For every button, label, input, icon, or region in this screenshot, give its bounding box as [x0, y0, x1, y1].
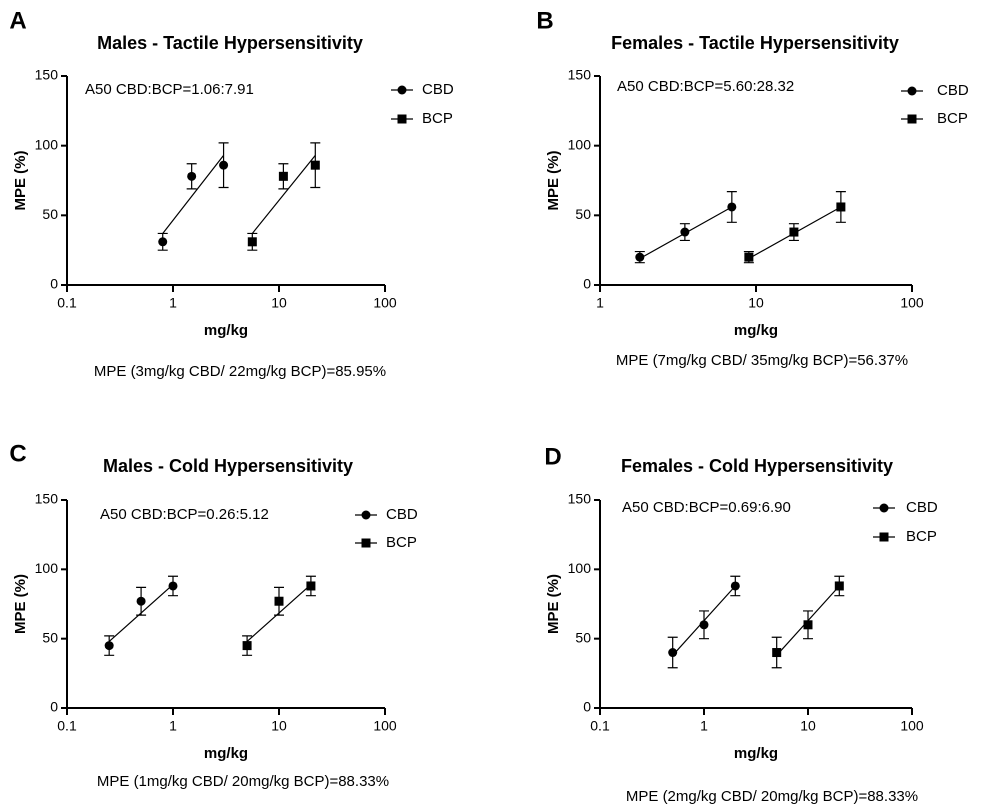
y-tick-label: 150	[568, 491, 592, 507]
point	[158, 237, 168, 247]
x-axis-label: mg/kg	[734, 745, 778, 762]
x-tick-label: 10	[271, 718, 287, 734]
point	[772, 648, 782, 658]
x-tick-label: 10	[800, 718, 816, 734]
chart-title: Females - Cold Hypersensitivity	[621, 456, 893, 476]
x-tick-label: 100	[900, 718, 924, 734]
legend-marker	[879, 532, 889, 542]
legend-marker	[879, 503, 889, 513]
point	[836, 202, 846, 212]
x-axis-label: mg/kg	[204, 745, 248, 762]
point	[834, 581, 844, 591]
point	[187, 171, 197, 181]
y-tick-label: 50	[575, 206, 591, 222]
legend-label: CBD	[386, 506, 418, 523]
y-tick-label: 150	[35, 491, 59, 507]
x-axis-label: mg/kg	[734, 322, 778, 339]
y-tick-label: 100	[568, 136, 592, 152]
x-tick-label: 1	[596, 295, 604, 311]
panel-letter: D	[544, 443, 561, 470]
fit-line	[162, 155, 225, 234]
point	[730, 581, 740, 591]
x-tick-label: 100	[373, 295, 397, 311]
legend-marker	[397, 85, 407, 95]
point	[136, 596, 146, 606]
y-tick-label: 0	[50, 276, 58, 292]
point	[699, 620, 709, 630]
x-tick-label: 1	[169, 718, 177, 734]
point	[635, 252, 645, 262]
note: MPE (3mg/kg CBD/ 22mg/kg BCP)=85.95%	[94, 363, 386, 380]
y-tick-label: 50	[42, 206, 58, 222]
panel-letter: B	[536, 7, 553, 34]
note: MPE (1mg/kg CBD/ 20mg/kg BCP)=88.33%	[97, 773, 389, 790]
legend-marker	[361, 510, 371, 520]
point	[168, 581, 178, 591]
point	[668, 648, 678, 658]
y-tick-label: 100	[35, 560, 59, 576]
y-tick-label: 100	[35, 136, 59, 152]
x-tick-label: 1	[169, 295, 177, 311]
x-tick-label: 10	[748, 295, 764, 311]
legend-marker	[907, 114, 917, 124]
point	[744, 252, 754, 262]
y-tick-label: 0	[583, 276, 591, 292]
legend-marker	[361, 538, 371, 548]
chart-title: Males - Tactile Hypersensitivity	[97, 33, 363, 53]
point	[104, 641, 114, 651]
y-tick-label: 50	[42, 629, 58, 645]
point	[274, 596, 284, 606]
legend-label: BCP	[937, 110, 968, 127]
note: MPE (7mg/kg CBD/ 35mg/kg BCP)=56.37%	[616, 352, 908, 369]
y-axis-label: MPE (%)	[12, 574, 29, 634]
annotation: A50 CBD:BCP=0.69:6.90	[622, 499, 791, 516]
y-axis-label: MPE (%)	[545, 574, 562, 634]
point	[242, 641, 252, 651]
y-tick-label: 150	[35, 67, 59, 83]
x-tick-label: 100	[900, 295, 924, 311]
legend-marker	[397, 114, 407, 124]
point	[680, 227, 690, 237]
point	[727, 202, 737, 212]
x-tick-label: 10	[271, 295, 287, 311]
point	[306, 581, 316, 591]
y-tick-label: 0	[50, 699, 58, 715]
legend-marker	[907, 86, 917, 96]
point	[803, 620, 813, 630]
x-tick-label: 1	[700, 718, 708, 734]
legend-label: BCP	[906, 528, 937, 545]
legend-label: CBD	[937, 82, 969, 99]
chart-title: Females - Tactile Hypersensitivity	[611, 33, 899, 53]
legend-label: BCP	[422, 110, 453, 127]
x-axis-label: mg/kg	[204, 322, 248, 339]
legend-label: BCP	[386, 534, 417, 551]
y-tick-label: 150	[568, 67, 592, 83]
point	[310, 160, 320, 170]
panel-letter: C	[9, 440, 26, 467]
y-tick-label: 100	[568, 560, 592, 576]
chart-title: Males - Cold Hypersensitivity	[103, 456, 353, 476]
point	[278, 171, 288, 181]
x-tick-label: 0.1	[57, 295, 77, 311]
x-tick-label: 100	[373, 718, 397, 734]
y-axis-label: MPE (%)	[12, 150, 29, 210]
legend-label: CBD	[422, 81, 454, 98]
y-tick-label: 50	[575, 629, 591, 645]
x-tick-label: 0.1	[590, 718, 610, 734]
annotation: A50 CBD:BCP=0.26:5.12	[100, 506, 269, 523]
panel-letter: A	[9, 7, 26, 34]
point	[789, 227, 799, 237]
annotation: A50 CBD:BCP=5.60:28.32	[617, 78, 794, 95]
y-axis-label: MPE (%)	[545, 150, 562, 210]
annotation: A50 CBD:BCP=1.06:7.91	[85, 81, 254, 98]
point	[247, 237, 257, 247]
point	[219, 160, 229, 170]
x-tick-label: 0.1	[57, 718, 77, 734]
legend-label: CBD	[906, 499, 938, 516]
note: MPE (2mg/kg CBD/ 20mg/kg BCP)=88.33%	[626, 788, 918, 805]
y-tick-label: 0	[583, 699, 591, 715]
fit-line	[251, 155, 316, 234]
